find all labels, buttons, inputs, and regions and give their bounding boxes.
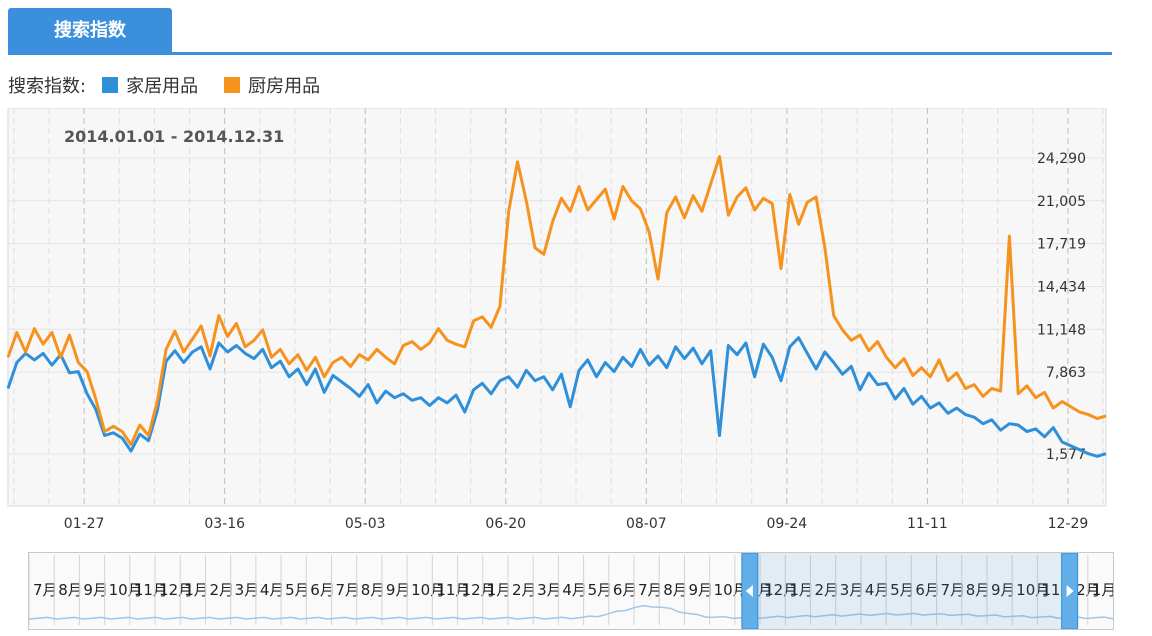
x-tick-label: 11-11 <box>907 516 948 532</box>
navigator-month-label: 1月 <box>789 581 814 599</box>
tab-underline <box>8 52 1112 55</box>
x-tick-label: 08-07 <box>626 516 667 532</box>
navigator-month-label: 2月 <box>512 581 537 599</box>
navigator-month-label: 11月 <box>134 581 168 599</box>
line-chart[interactable]: 1,577 7,863 11,148 14,434 17,719 21,005 24,290… <box>0 108 1112 540</box>
navigator-month-label: 7月 <box>941 581 966 599</box>
navigator-month-label: 10月 <box>411 581 445 599</box>
legend-swatch-kitchen <box>224 77 241 93</box>
navigator-month-label: 6月 <box>310 581 335 599</box>
y-tick-label: 7,863 <box>1046 365 1086 381</box>
navigator-month-label: 12月 <box>159 581 193 599</box>
navigator-month-label: 8月 <box>58 581 83 599</box>
navigator-month-label: 5月 <box>285 581 310 599</box>
x-tick-label: 12-29 <box>1048 516 1089 532</box>
x-tick-label: 03-16 <box>204 516 245 532</box>
plot-area <box>7 108 1107 507</box>
tab-search-index[interactable]: 搜索指数 <box>8 8 172 54</box>
navigator-month-label: 9月 <box>688 581 713 599</box>
navigator-month-label: 1月 <box>1092 581 1113 599</box>
y-tick-label: 14,434 <box>1037 279 1086 295</box>
navigator-month-label: 11月 <box>436 581 470 599</box>
chart-title: 2014.01.01 - 2014.12.31 <box>64 127 284 146</box>
legend-prefix: 搜索指数: <box>8 76 87 97</box>
x-tick-label: 01-27 <box>64 516 105 532</box>
navigator-month-label: 7月 <box>336 581 361 599</box>
navigator-month-label: 10月 <box>714 581 748 599</box>
navigator-month-label: 8月 <box>966 581 991 599</box>
navigator-month-label: 7月 <box>33 581 58 599</box>
navigator-month-label: 1月 <box>184 581 209 599</box>
navigator-selection[interactable] <box>749 553 1070 629</box>
navigator-month-label: 10月 <box>109 581 143 599</box>
series-line-kitchen[interactable] <box>6 155 1107 447</box>
navigator-month-label: 12月 <box>462 581 496 599</box>
x-tick-label: 05-03 <box>345 516 386 532</box>
navigator-month-label: 8月 <box>663 581 688 599</box>
navigator-month-label: 4月 <box>865 581 890 599</box>
series-line-home[interactable] <box>6 336 1107 458</box>
navigator-month-label: 3月 <box>840 581 865 599</box>
y-tick-label: 17,719 <box>1037 237 1086 253</box>
y-tick-label: 1,577 <box>1046 447 1086 463</box>
y-tick-label: 11,148 <box>1037 322 1086 338</box>
legend-item-home[interactable]: 家居用品 <box>102 72 198 98</box>
navigator-month-label: 12月 <box>764 581 798 599</box>
navigator-month-label: 8月 <box>361 581 386 599</box>
legend-swatch-home <box>102 77 119 93</box>
x-tick-label: 09-24 <box>767 516 808 532</box>
y-tick-label: 21,005 <box>1037 194 1086 210</box>
navigator-month-label: 6月 <box>915 581 940 599</box>
navigator-month-label: 3月 <box>537 581 562 599</box>
chevron-right-icon <box>1066 585 1074 597</box>
chevron-left-icon <box>745 585 753 597</box>
navigator-month-label: 3月 <box>235 581 260 599</box>
navigator-month-label: 9月 <box>386 581 411 599</box>
navigator-month-label: 2月 <box>814 581 839 599</box>
navigator-month-label: 9月 <box>991 581 1016 599</box>
navigator-month-label: 6月 <box>613 581 638 599</box>
navigator-month-label: 4月 <box>260 581 285 599</box>
legend: 搜索指数: 家居用品 厨房用品 <box>8 72 346 98</box>
legend-item-kitchen[interactable]: 厨房用品 <box>224 72 320 98</box>
navigator-month-label: 2月 <box>209 581 234 599</box>
legend-label-home: 家居用品 <box>126 76 199 97</box>
navigator-month-label: 9月 <box>83 581 108 599</box>
legend-label-kitchen: 厨房用品 <box>248 76 321 97</box>
navigator-month-label: 7月 <box>638 581 663 599</box>
navigator-month-label: 4月 <box>562 581 587 599</box>
navigator-month-label: 10月 <box>1016 581 1050 599</box>
navigator-overview-line <box>29 604 1113 620</box>
range-navigator[interactable]: 7月 8月 9月 10月 11月 12月 1月 2月 3月 4月 5月 6月 7月 8月 9月 10月 11月 1… <box>28 552 1114 630</box>
navigator-month-label: 5月 <box>588 581 613 599</box>
x-tick-label: 06-20 <box>485 516 526 532</box>
navigator-month-label: 1月 <box>487 581 512 599</box>
navigator-month-label: 5月 <box>890 581 915 599</box>
y-tick-label: 24,290 <box>1037 151 1086 167</box>
